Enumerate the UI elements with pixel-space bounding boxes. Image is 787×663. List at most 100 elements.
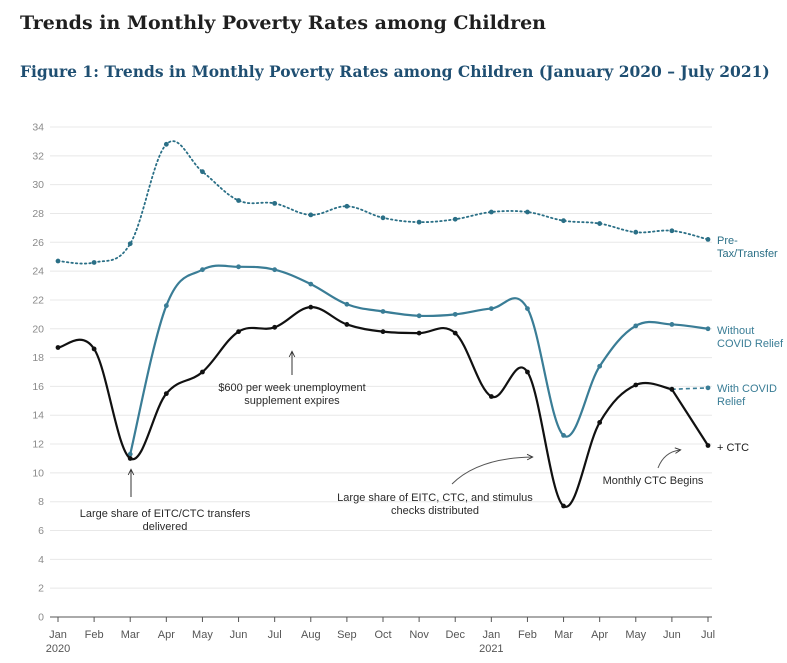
data-point (633, 382, 639, 388)
x-tick-label: Mar (121, 629, 140, 641)
data-point (200, 369, 205, 375)
y-tick-label: 8 (38, 496, 44, 508)
data-point (344, 203, 350, 209)
data-point (452, 311, 458, 317)
data-point (344, 301, 350, 307)
data-point (597, 420, 603, 425)
annotation-arrow (451, 457, 532, 485)
data-point (561, 433, 566, 438)
data-point (488, 209, 494, 215)
data-point (705, 237, 711, 242)
data-point (344, 322, 350, 327)
label-ctc: + CTC (717, 442, 749, 454)
series-line (671, 387, 709, 391)
y-tick-label: 34 (32, 122, 44, 134)
data-point (272, 200, 278, 206)
data-point (705, 326, 711, 332)
y-tick-label: 24 (32, 266, 44, 278)
y-tick-label: 22 (32, 294, 44, 306)
data-point (163, 391, 169, 397)
data-point (91, 260, 97, 265)
annotation-eitc-ctc-delivered: Large share of EITC/CTC transfersdeliver… (80, 470, 251, 533)
y-tick-label: 2 (38, 583, 44, 595)
data-point (163, 141, 169, 147)
x-tick-label: Jul (268, 629, 282, 641)
label-with-covid-relief: With COVID (717, 383, 777, 395)
series-ctc (669, 386, 711, 448)
annotation-text: $600 per week unemployment (218, 382, 365, 394)
data-point (272, 267, 278, 273)
annotation-text: delivered (143, 521, 188, 533)
data-point (669, 386, 675, 392)
data-point (633, 229, 639, 235)
series-line (129, 264, 709, 455)
page-title: Trends in Monthly Poverty Rates among Ch… (20, 12, 546, 34)
y-tick-label: 20 (32, 323, 44, 335)
data-point (416, 330, 422, 336)
x-tick-label: Apr (158, 629, 175, 641)
label-pre-tax-transfer: Pre- (717, 235, 738, 247)
data-point (55, 345, 61, 350)
data-point (597, 363, 603, 369)
data-point (488, 394, 494, 399)
data-point (669, 322, 675, 327)
data-point (452, 330, 458, 336)
data-point (308, 304, 314, 310)
data-point (236, 198, 241, 203)
y-tick-label: 10 (32, 467, 44, 479)
y-tick-label: 16 (32, 381, 44, 393)
x-year-label: 2020 (46, 643, 70, 655)
label-pre-tax-transfer: Tax/Transfer (717, 248, 778, 260)
x-tick-label: Feb (518, 629, 537, 641)
data-point (597, 221, 603, 226)
y-tick-label: 18 (32, 352, 44, 364)
data-point (308, 281, 314, 287)
x-tick-label: Jan (482, 629, 500, 641)
series-pre-tax-transfer (55, 140, 711, 265)
data-point (561, 218, 566, 224)
series-without-covid-relief (127, 264, 711, 457)
data-point (380, 329, 386, 335)
x-tick-label: May (192, 629, 213, 641)
data-point (380, 309, 386, 314)
data-point (633, 323, 639, 329)
annotation-stimulus-distributed: Large share of EITC, CTC, and stimulusch… (337, 457, 533, 517)
label-with-covid-relief: Relief (717, 396, 746, 408)
data-point (127, 456, 133, 461)
y-tick-label: 0 (38, 612, 44, 624)
data-point (525, 306, 530, 311)
annotation-text: Large share of EITC, CTC, and stimulus (337, 492, 533, 504)
x-tick-label: Jun (230, 629, 248, 641)
annotation-arrow (657, 450, 680, 469)
figure-title: Figure 1: Trends in Monthly Poverty Rate… (20, 62, 770, 81)
data-point (163, 303, 169, 309)
data-point (452, 216, 458, 222)
data-point (705, 385, 711, 391)
y-tick-label: 4 (38, 554, 44, 566)
y-tick-label: 6 (38, 525, 44, 537)
y-tick-label: 32 (32, 150, 44, 162)
data-point (200, 267, 205, 273)
data-point (561, 503, 566, 509)
annotation-monthly-ctc-begins: Monthly CTC Begins (603, 450, 704, 487)
y-tick-label: 14 (32, 410, 44, 422)
y-tick-label: 12 (32, 439, 44, 451)
data-point (55, 258, 61, 264)
data-point (525, 369, 530, 375)
annotation-text: Monthly CTC Begins (603, 475, 704, 487)
x-tick-label: Jul (701, 629, 715, 641)
x-tick-label: Jan (49, 629, 67, 641)
data-point (127, 451, 133, 457)
y-tick-label: 28 (32, 208, 44, 220)
x-tick-label: Apr (591, 629, 608, 641)
data-point (236, 329, 241, 335)
x-tick-label: Aug (301, 629, 321, 641)
data-point (236, 264, 241, 270)
x-tick-label: Jun (663, 629, 681, 641)
y-tick-label: 26 (32, 237, 44, 249)
label-without-covid-relief: COVID Relief (717, 338, 784, 350)
series-line (57, 306, 673, 508)
